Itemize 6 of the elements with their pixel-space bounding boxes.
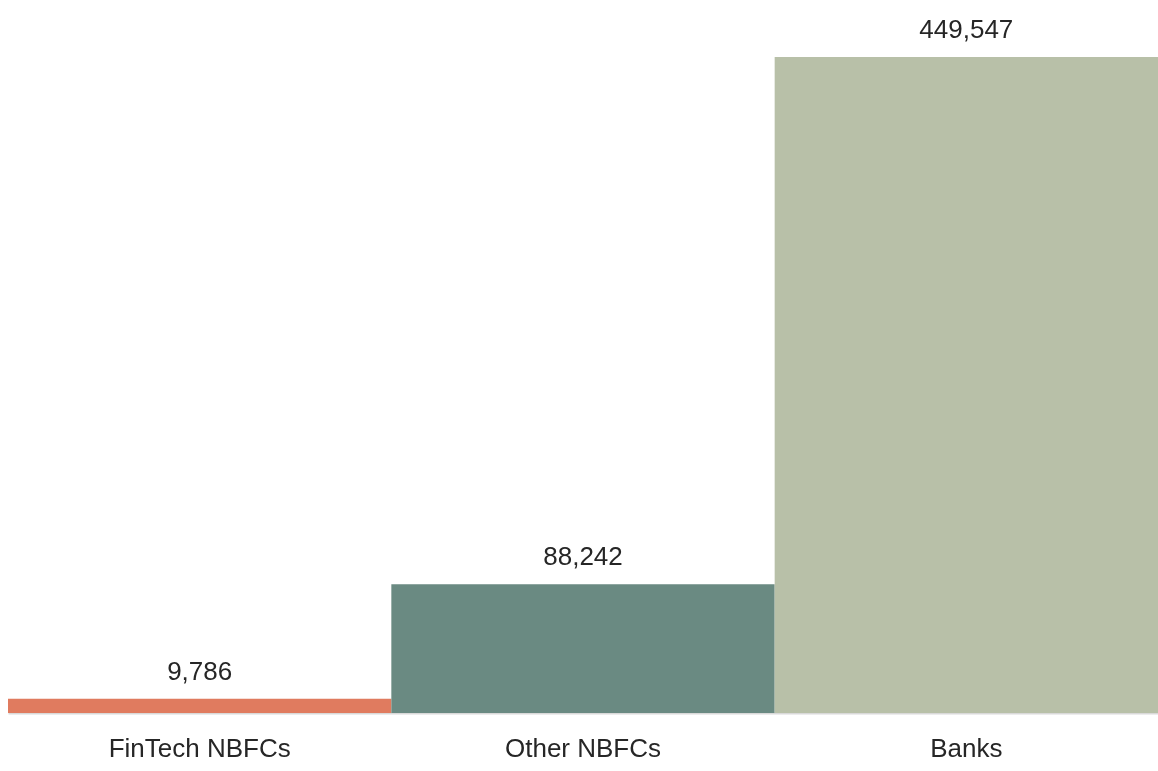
data-label: 449,547 [919, 14, 1014, 44]
x-tick-label: FinTech NBFCs [108, 732, 291, 763]
data-label: 88,242 [543, 541, 623, 572]
data-label: 9,786 [167, 655, 233, 686]
x-tick-label: Banks [930, 732, 1003, 763]
x-tick-label: Other NBFCs [504, 732, 662, 763]
